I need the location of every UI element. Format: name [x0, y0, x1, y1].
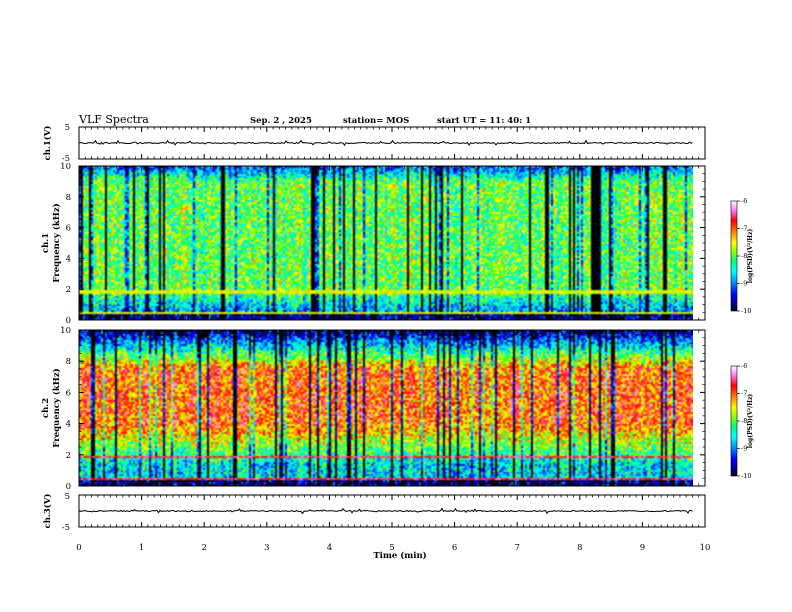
ch3-ytick-bottom: -5 — [62, 523, 70, 533]
ch1-ylabel-channel: ch.1 — [41, 233, 51, 253]
time-tick-label: 5 — [389, 543, 394, 553]
colorbar-tick-label: -9 — [741, 445, 747, 453]
time-tick-label: 8 — [577, 543, 582, 553]
time-tick-label: 4 — [327, 543, 332, 553]
ch3-ytick-top: 5 — [65, 492, 70, 502]
date-label: Sep. 2 , 2025 — [250, 116, 312, 126]
freq-tick-label: 2 — [66, 285, 71, 295]
time-tick-label: 3 — [264, 543, 269, 553]
freq-tick-label: 4 — [66, 420, 71, 430]
ch2-freq-ticks: 0 2 4 6 8 10 — [60, 326, 705, 492]
time-tick-label: 6 — [452, 543, 457, 553]
freq-tick-label: 6 — [66, 388, 71, 398]
ch1-ytick-top: 5 — [65, 123, 70, 133]
start-time-label: start UT = 11: 40: 1 — [437, 116, 531, 126]
colorbar-tick-label: -7 — [741, 390, 747, 398]
ch2-spectrogram-panel: 0 2 4 6 8 10 ch.2 Frequency (kHz) — [41, 326, 706, 492]
freq-tick-label: 10 — [60, 162, 71, 172]
ch2-spectrogram-image — [79, 330, 693, 486]
freq-tick-label: 4 — [66, 254, 71, 264]
freq-tick-label: 6 — [66, 224, 71, 234]
ch1-waveform-ylabel: ch.1(V) — [42, 126, 53, 161]
ch1-ytick-bottom: -5 — [62, 154, 70, 164]
time-tick-label: 10 — [700, 543, 711, 553]
freq-tick-label: 0 — [66, 482, 71, 492]
time-axis: 0 1 2 3 4 5 6 7 8 9 10 — [76, 127, 710, 553]
ch1-colorbar-scale — [730, 200, 738, 312]
colorbar-tick-label: -6 — [741, 197, 747, 205]
ch1-ylabel-frequency: Frequency (kHz) — [51, 203, 62, 282]
freq-tick-label: 0 — [66, 316, 71, 326]
ch1-spectrogram-image — [79, 166, 693, 320]
colorbar-tick-label: -10 — [741, 307, 751, 315]
time-axis-label: Time (min) — [373, 550, 426, 561]
ch3-waveform-trace — [78, 507, 693, 515]
ch2-colorbar: -6 -7 -8 -9 -10 log(PSD)(V²/Hz) — [730, 362, 754, 480]
ch3-waveform-ylabel: ch.3(V) — [42, 494, 53, 529]
figure-title: VLF Spectra — [78, 113, 149, 126]
ch2-colorbar-label: log(PSD)(V²/Hz) — [747, 394, 754, 449]
time-tick-label: 0 — [76, 543, 81, 553]
waveform-line — [78, 139, 693, 147]
ch2-colorbar-scale — [730, 365, 738, 477]
freq-tick-label: 10 — [60, 326, 71, 336]
ch2-colorbar-ticks: -6 -7 -8 -9 -10 — [737, 362, 751, 480]
freq-tick-label: 8 — [66, 357, 71, 367]
colorbar-tick-label: -7 — [741, 225, 747, 233]
time-tick-label: 7 — [514, 543, 519, 553]
station-label: station= MOS — [343, 116, 409, 126]
time-tick-label: 9 — [640, 543, 645, 553]
time-tick-label: 1 — [139, 543, 144, 553]
colorbar-tick-label: -6 — [741, 362, 747, 370]
time-tick-label: 2 — [201, 543, 206, 553]
ch1-colorbar: -6 -7 -8 -9 -10 log(PSD)(V²/Hz) — [730, 197, 754, 315]
ch1-spectrogram-panel: 0 2 4 6 8 10 ch.1 Frequency (kHz) — [41, 162, 706, 326]
colorbar-tick-label: -10 — [741, 472, 751, 480]
colorbar-tick-label: -9 — [741, 280, 747, 288]
waveform-line — [78, 507, 693, 515]
colorbar-tick-label: -8 — [741, 417, 747, 425]
ch1-colorbar-ticks: -6 -7 -8 -9 -10 — [737, 197, 751, 315]
colorbar-tick-label: -8 — [741, 252, 747, 260]
freq-tick-label: 8 — [66, 193, 71, 203]
ch1-colorbar-label: log(PSD)(V²/Hz) — [747, 229, 754, 284]
ch2-ylabel-frequency: Frequency (kHz) — [51, 368, 62, 447]
ch2-ylabel-channel: ch.2 — [41, 398, 51, 418]
ch1-freq-ticks: 0 2 4 6 8 10 — [60, 162, 705, 326]
ch1-waveform-trace — [78, 139, 693, 147]
freq-tick-label: 2 — [66, 451, 71, 461]
